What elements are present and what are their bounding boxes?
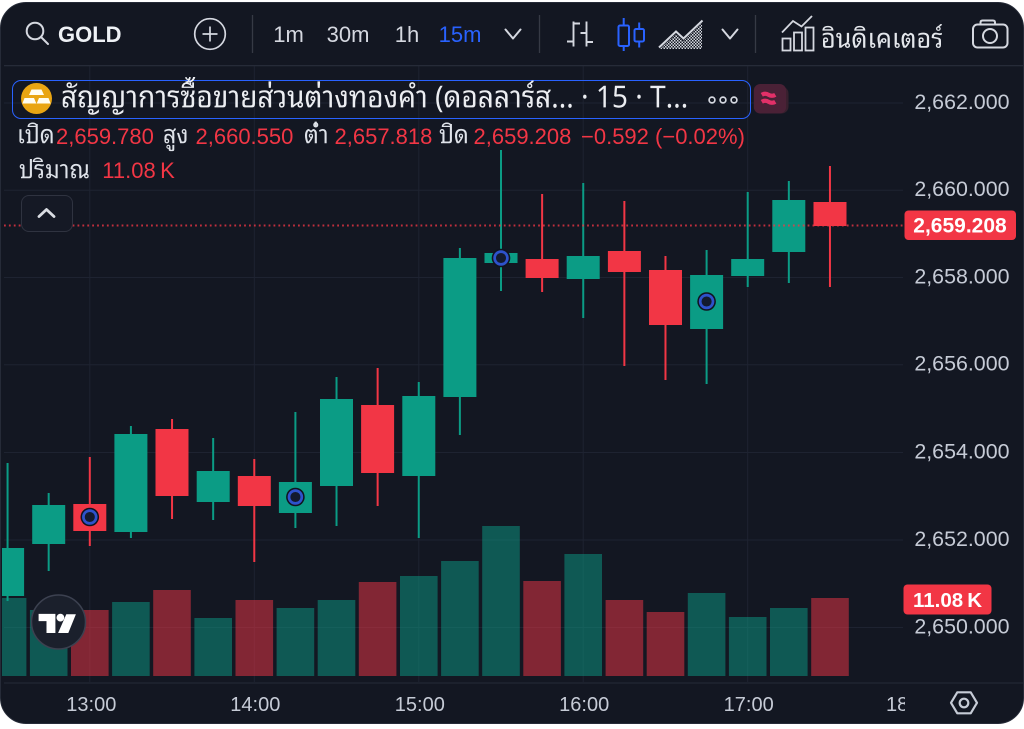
svg-text:2,659.208: 2,659.208 xyxy=(913,215,1007,238)
svg-text:17:00: 17:00 xyxy=(723,694,773,716)
svg-text:18:00: 18:00 xyxy=(886,694,936,716)
svg-text:2,654.000: 2,654.000 xyxy=(914,439,1009,463)
svg-text:13:00: 13:00 xyxy=(66,694,116,716)
svg-text:16:00: 16:00 xyxy=(559,694,609,716)
svg-text:11.08 K: 11.08 K xyxy=(912,589,981,612)
svg-text:1m: 1m xyxy=(273,22,304,47)
svg-text:15m: 15m xyxy=(438,22,481,47)
svg-text:30m: 30m xyxy=(326,22,369,47)
svg-text:2,652.000: 2,652.000 xyxy=(914,527,1009,551)
svg-text:2,650.000: 2,650.000 xyxy=(914,614,1009,638)
svg-text:GOLD: GOLD xyxy=(58,22,122,47)
svg-text:2,660.000: 2,660.000 xyxy=(914,177,1009,201)
svg-text:2,662.000: 2,662.000 xyxy=(914,90,1009,114)
svg-text:2,658.000: 2,658.000 xyxy=(914,264,1009,288)
svg-text:14:00: 14:00 xyxy=(230,694,280,716)
svg-text:2,656.000: 2,656.000 xyxy=(914,352,1009,376)
svg-text:15:00: 15:00 xyxy=(394,694,444,716)
svg-text:1h: 1h xyxy=(394,22,418,47)
